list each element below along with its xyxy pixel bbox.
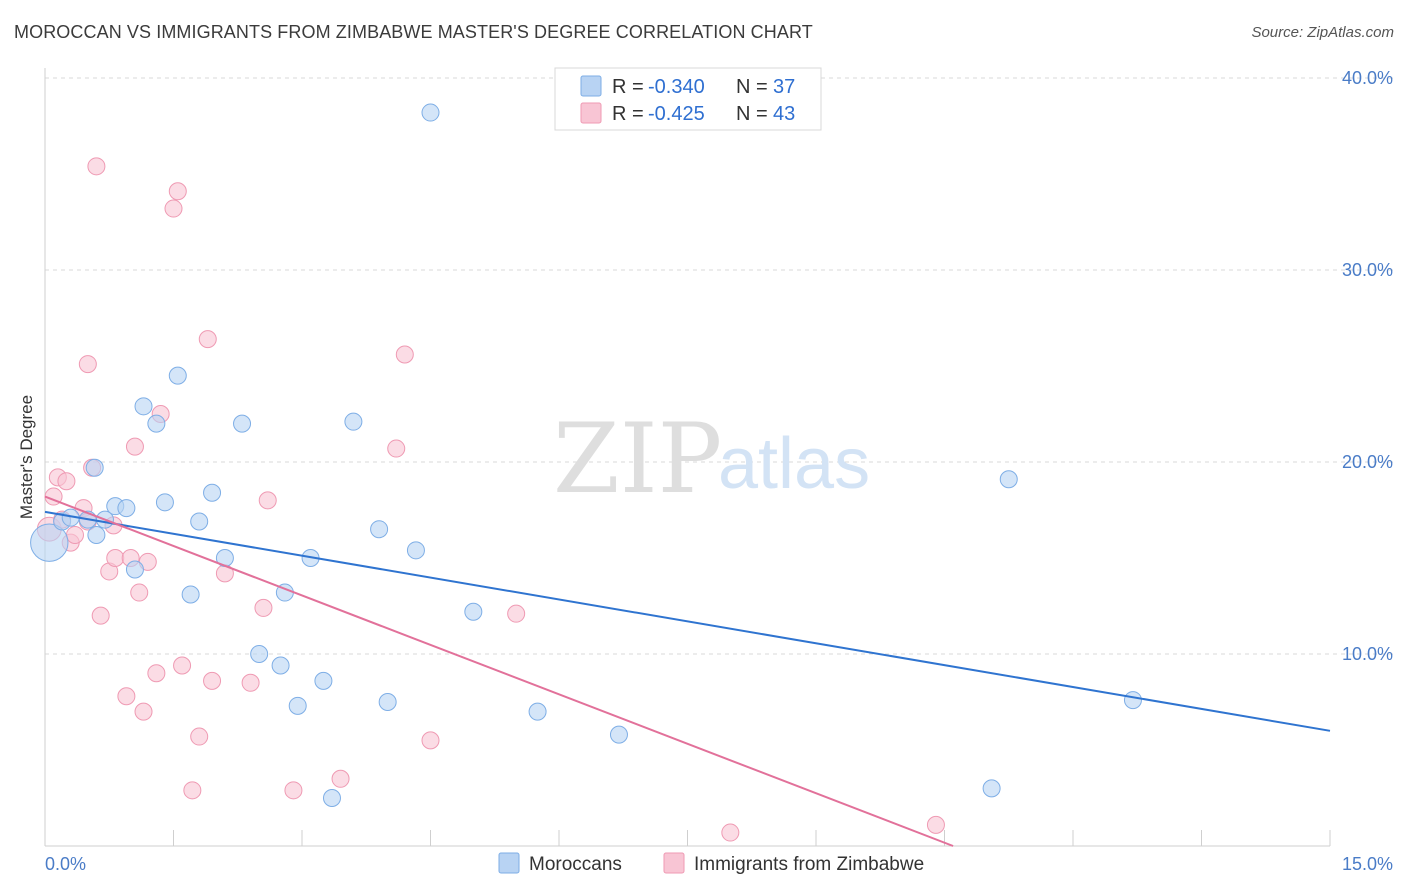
moroccan-point	[314, 671, 333, 690]
legend-r-label-2: R =	[612, 103, 644, 125]
moroccan-point	[378, 693, 397, 711]
legend-n-value-1: 37	[773, 76, 795, 98]
zimbabwe-point	[65, 525, 84, 544]
moroccan-point	[190, 512, 209, 531]
y-tick-label: 40.0%	[1342, 68, 1393, 88]
zimbabwe-point	[198, 330, 217, 349]
zimbabwe-point	[241, 673, 260, 692]
moroccan-point	[288, 696, 307, 715]
moroccan-point	[233, 414, 252, 433]
y-tick-label: 30.0%	[1342, 260, 1393, 280]
zimbabwe-point	[284, 781, 303, 800]
zimbabwe-point	[258, 491, 277, 510]
moroccan-point	[528, 702, 547, 721]
moroccan-point	[421, 103, 440, 122]
bottom-legend-swatch-zimbabwe	[663, 852, 685, 874]
legend-r-value-1: -0.340	[648, 76, 705, 98]
legend-r-label-1: R =	[612, 76, 644, 98]
zimbabwe-point	[721, 823, 740, 842]
moroccan-point	[181, 585, 200, 604]
legend-swatch-moroccans	[580, 75, 602, 97]
moroccan-point	[125, 560, 144, 579]
legend: R = -0.340 N = 37 R = -0.425 N = 43	[554, 67, 822, 131]
legend-n-label-2: N =	[736, 103, 768, 125]
y-ticks: 10.0% 20.0% 30.0% 40.0%	[1342, 68, 1393, 664]
zimbabwe-point	[190, 727, 209, 746]
moroccan-point	[344, 412, 363, 431]
moroccan-point	[250, 645, 269, 663]
moroccan-point	[609, 725, 628, 744]
moroccan-point	[1123, 691, 1142, 710]
zimbabwe-point	[91, 606, 110, 625]
moroccan-point	[147, 414, 166, 433]
legend-r-value-2: -0.425	[648, 103, 705, 125]
zimbabwe-point	[387, 439, 406, 458]
watermark-atlas: atlas	[718, 424, 870, 504]
moroccan-point	[464, 602, 483, 621]
zimbabwe-point	[130, 583, 149, 602]
zimbabwe-points	[36, 157, 945, 842]
moroccan-trend-line	[44, 510, 1331, 732]
zimbabwe-point	[203, 671, 222, 690]
bottom-legend: Moroccans Immigrants from Zimbabwe	[498, 852, 924, 875]
zimbabwe-trend-line	[44, 495, 954, 847]
x-tick-label-min: 0.0%	[45, 854, 86, 874]
zimbabwe-point	[183, 781, 202, 800]
moroccan-point	[406, 541, 425, 560]
zimbabwe-point	[254, 598, 273, 617]
chart-title: MOROCCAN VS IMMIGRANTS FROM ZIMBABWE MAS…	[14, 22, 813, 42]
moroccan-point	[30, 523, 69, 562]
zimbabwe-point	[125, 437, 144, 456]
y-tick-label: 20.0%	[1342, 452, 1393, 472]
bottom-legend-swatch-moroccans	[498, 852, 520, 874]
zimbabwe-point	[395, 345, 414, 364]
zimbabwe-point	[331, 769, 350, 788]
zimbabwe-point	[134, 702, 153, 721]
moroccan-point	[982, 779, 1001, 798]
y-tick-label: 10.0%	[1342, 644, 1393, 664]
moroccan-point	[85, 458, 104, 477]
moroccan-point	[155, 493, 174, 512]
zimbabwe-point	[106, 549, 125, 567]
zimbabwe-point	[87, 157, 106, 176]
moroccan-point	[322, 789, 341, 807]
moroccan-point	[271, 656, 290, 675]
zimbabwe-point	[173, 656, 192, 675]
zimbabwe-point	[421, 731, 440, 750]
watermark: ZIP atlas	[553, 403, 870, 515]
moroccan-point	[370, 520, 389, 539]
legend-swatch-zimbabwe	[580, 102, 602, 124]
zimbabwe-point	[926, 815, 945, 834]
zimbabwe-point	[164, 199, 183, 218]
moroccan-point	[168, 366, 187, 385]
trend-lines	[44, 495, 1331, 847]
zimbabwe-point	[168, 182, 187, 201]
source-label: Source: ZipAtlas.com	[1251, 24, 1394, 41]
moroccan-point	[203, 483, 222, 502]
moroccan-points	[30, 103, 1142, 807]
x-ticks	[44, 830, 1331, 846]
zimbabwe-point	[78, 355, 97, 374]
y-axis-label: Master's Degree	[17, 395, 36, 519]
moroccan-point	[117, 499, 136, 518]
watermark-zip: ZIP	[553, 403, 722, 515]
bottom-legend-label-zimbabwe: Immigrants from Zimbabwe	[694, 854, 924, 875]
bottom-legend-label-moroccans: Moroccans	[529, 854, 622, 875]
moroccan-point	[87, 525, 106, 544]
zimbabwe-point	[147, 664, 166, 683]
zimbabwe-point	[117, 687, 136, 706]
legend-n-label-1: N =	[736, 76, 768, 98]
zimbabwe-point	[57, 472, 76, 491]
zimbabwe-point	[507, 604, 526, 623]
moroccan-point	[134, 397, 153, 416]
x-tick-label-max: 15.0%	[1342, 854, 1393, 874]
grid-lines	[45, 77, 1393, 655]
legend-n-value-2: 43	[773, 103, 795, 125]
moroccan-point	[999, 470, 1018, 489]
